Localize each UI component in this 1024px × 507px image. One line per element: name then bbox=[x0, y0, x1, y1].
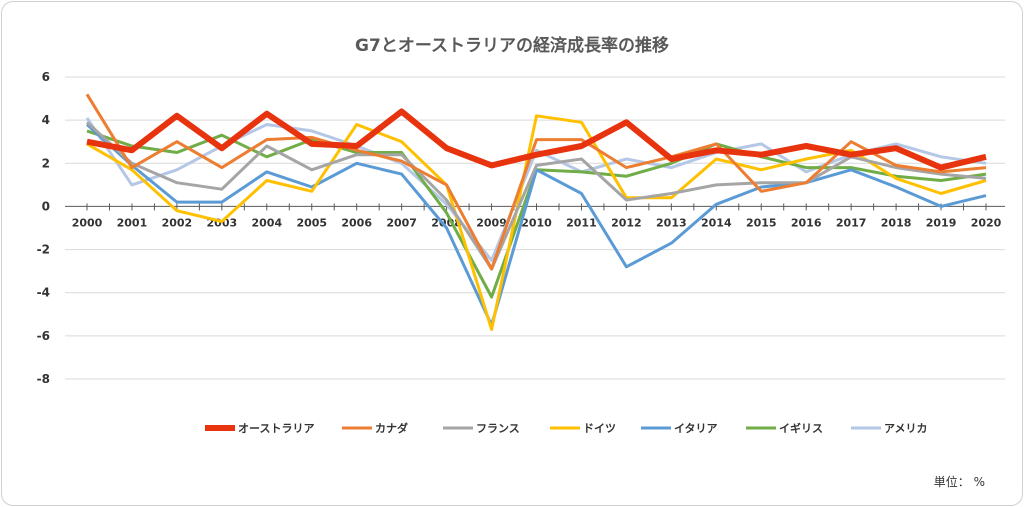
y-tick-label: 2 bbox=[42, 156, 50, 170]
series-line-2 bbox=[85, 121, 987, 271]
x-tick-label: 2007 bbox=[386, 216, 417, 229]
y-tick-label: 0 bbox=[42, 199, 50, 213]
legend-item: イギリス bbox=[746, 421, 823, 435]
legend-item: イタリア bbox=[641, 422, 718, 435]
y-tick-label: -4 bbox=[37, 286, 50, 300]
x-tick-label: 2000 bbox=[72, 216, 103, 229]
legend-item: カナダ bbox=[342, 421, 408, 435]
legend-label: ドイツ bbox=[583, 422, 616, 435]
x-tick-label: 2017 bbox=[836, 216, 867, 229]
x-tick-label: 2009 bbox=[476, 216, 507, 229]
series-line-0 bbox=[86, 108, 987, 171]
x-tick-label: 2013 bbox=[656, 216, 687, 229]
series-line-1 bbox=[85, 93, 987, 271]
legend-label: フランス bbox=[476, 422, 520, 435]
chart-title: G7とオーストラリアの経済成長率の推移 bbox=[355, 35, 669, 56]
unit-label: 単位： % bbox=[934, 474, 985, 489]
series-line-4 bbox=[85, 123, 987, 327]
y-tick-label: 6 bbox=[42, 70, 50, 84]
legend-label: オーストラリア bbox=[238, 422, 314, 435]
y-tick-label: 4 bbox=[42, 113, 50, 127]
legend-label: アメリカ bbox=[884, 422, 927, 435]
y-tick-label: -2 bbox=[37, 243, 50, 257]
x-tick-label: 2020 bbox=[971, 216, 1002, 229]
legend-item: アメリカ bbox=[851, 422, 927, 435]
x-tick-label: 2015 bbox=[746, 216, 777, 229]
y-tick-label: -6 bbox=[37, 329, 50, 343]
x-tick-label: 2004 bbox=[251, 216, 282, 229]
x-tick-label: 2012 bbox=[611, 216, 642, 229]
x-tick-label: 2019 bbox=[926, 216, 957, 229]
x-tick-label: 2005 bbox=[296, 216, 327, 229]
x-tick-label: 2016 bbox=[791, 216, 822, 229]
x-tick-label: 2014 bbox=[701, 216, 732, 229]
legend-label: イタリア bbox=[674, 422, 718, 435]
legend-item: ドイツ bbox=[550, 422, 616, 435]
x-tick-label: 2018 bbox=[881, 216, 912, 229]
x-tick-label: 2001 bbox=[117, 216, 148, 229]
y-tick-label: -8 bbox=[37, 372, 50, 386]
x-tick-label: 2002 bbox=[162, 216, 193, 229]
legend-item: フランス bbox=[443, 422, 520, 435]
legend-label: イギリス bbox=[779, 421, 823, 435]
legend-item: オーストラリア bbox=[205, 422, 314, 435]
legend-label: カナダ bbox=[375, 421, 408, 435]
x-tick-label: 2010 bbox=[521, 216, 552, 229]
x-tick-label: 2006 bbox=[341, 216, 372, 229]
x-tick-label: 2011 bbox=[566, 216, 597, 229]
